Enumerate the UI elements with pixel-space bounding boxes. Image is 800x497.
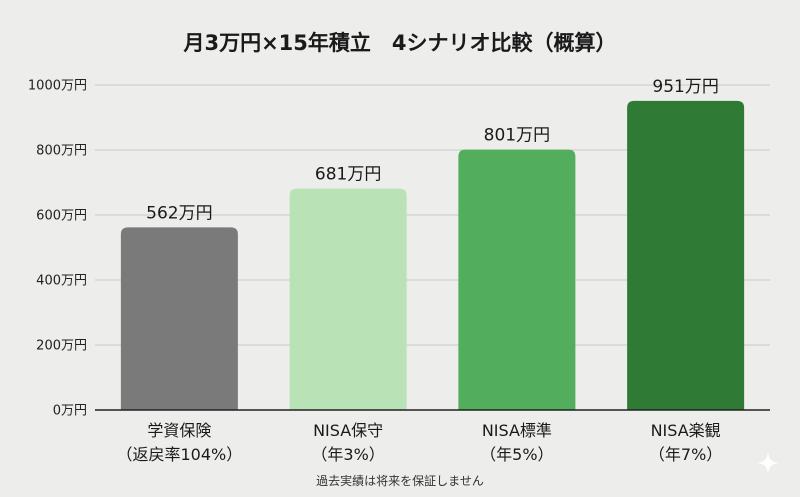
data-label: 951万円	[652, 77, 718, 97]
bar	[289, 188, 407, 410]
data-label: 562万円	[146, 203, 212, 223]
data-label: 681万円	[315, 165, 381, 185]
bar	[120, 227, 238, 410]
category-label: 学資保険	[147, 421, 211, 440]
bar	[627, 100, 745, 411]
y-tick-label: 200万円	[36, 339, 87, 354]
category-labels: 学資保険 （返戻率104%） NISA保守 （年3%） NISA標準 （年5%） NISA楽…	[117, 421, 723, 464]
y-tick-label: 600万円	[36, 209, 87, 224]
bar	[458, 149, 576, 411]
y-tick-label: 800万円	[36, 144, 87, 159]
chart-title: 月3万円×15年積立 4シナリオ比較（概算）	[182, 31, 616, 55]
bars	[120, 100, 745, 411]
data-labels: 562万円 681万円 801万円 951万円	[146, 77, 719, 223]
y-axis-tick-labels: 0万円 200万円 400万円 600万円 800万円 1000万円	[28, 79, 87, 419]
y-tick-label: 400万円	[36, 274, 87, 289]
category-label: NISA楽観	[651, 421, 721, 440]
category-label: （年3%）	[311, 445, 384, 464]
footnote: 過去実績は将来を保証しません	[316, 473, 484, 488]
y-tick-label: 1000万円	[28, 79, 87, 94]
y-tick-label: 0万円	[53, 404, 87, 419]
category-label: （年7%）	[649, 445, 722, 464]
category-label: （返戻率104%）	[117, 445, 243, 464]
sparkle-icon	[757, 452, 779, 474]
category-label: （年5%）	[480, 445, 553, 464]
data-label: 801万円	[484, 126, 550, 146]
category-label: NISA標準	[482, 421, 552, 440]
category-label: NISA保守	[313, 421, 383, 440]
